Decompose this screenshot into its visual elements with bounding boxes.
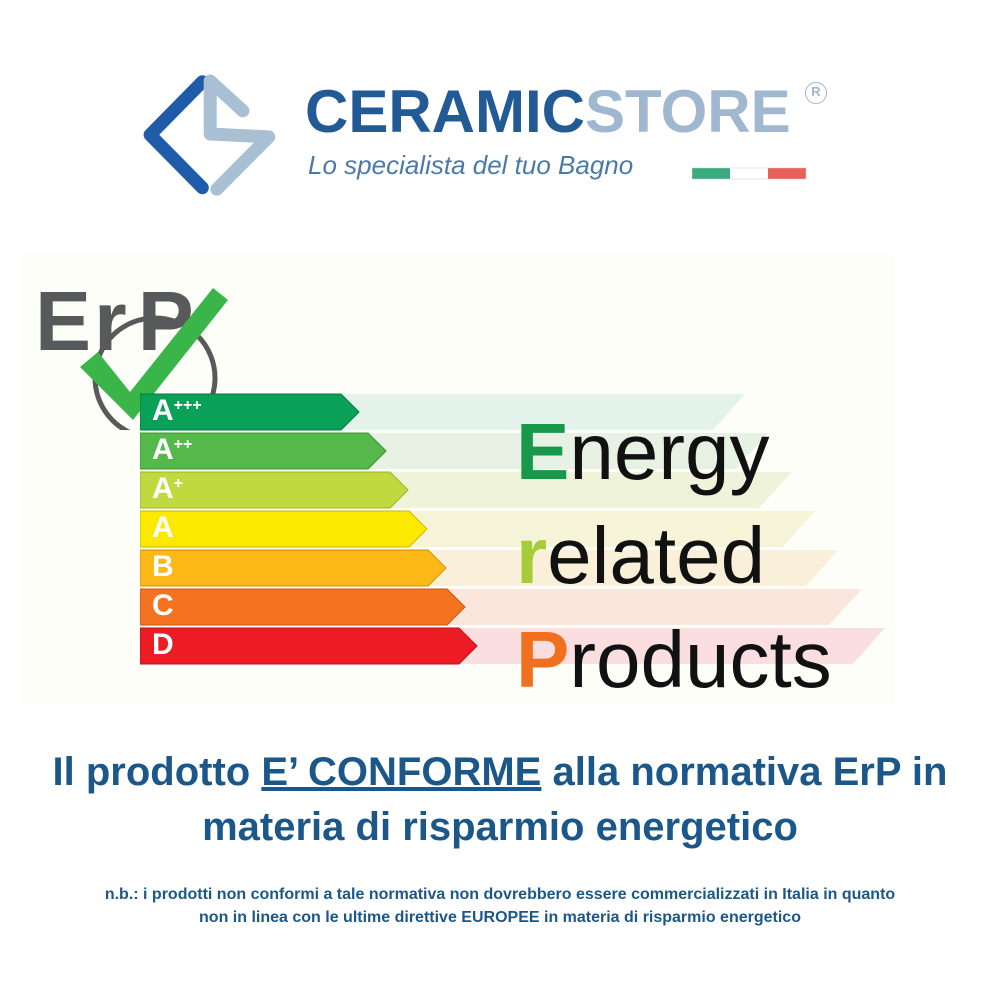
svg-text:D: D [152, 628, 174, 661]
svg-text:C: C [152, 589, 174, 622]
svg-text:A: A [152, 511, 174, 544]
svg-text:B: B [152, 550, 174, 583]
